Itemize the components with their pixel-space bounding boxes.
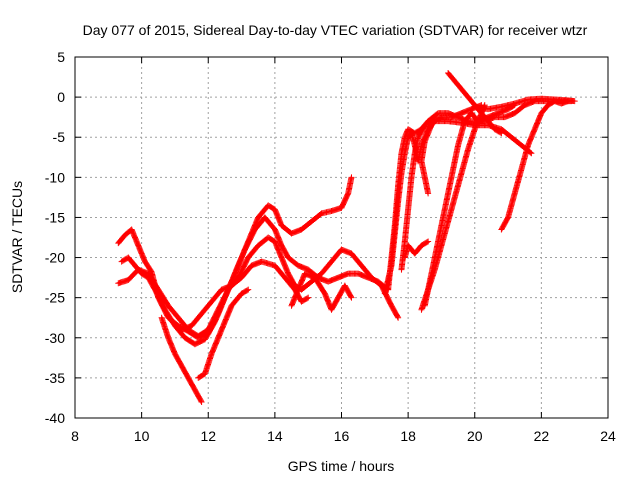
series-12	[418, 122, 435, 197]
data-point	[245, 286, 252, 293]
x-tick-label: 10	[134, 428, 150, 444]
y-tick-label: -15	[45, 209, 65, 225]
x-tick-label: 18	[400, 428, 416, 444]
data-points	[115, 70, 578, 405]
y-tick-label: -20	[45, 250, 65, 266]
data-point	[347, 293, 354, 300]
y-tick-label: -25	[45, 290, 65, 306]
x-axis-ticks: 8 10 12 14 16 18 20 22 24	[71, 57, 616, 444]
series-16	[498, 98, 572, 233]
data-point	[244, 287, 251, 294]
series-6	[178, 258, 312, 333]
y-tick-label: 0	[57, 89, 65, 105]
data-point	[197, 397, 204, 404]
data-point	[571, 98, 578, 105]
series-5	[195, 286, 252, 381]
data-point	[394, 313, 401, 320]
y-axis-ticks: 5 0 -5 -10 -15 -20 -25 -30 -35 -40	[45, 49, 608, 426]
x-tick-label: 16	[334, 428, 350, 444]
x-tick-label: 20	[467, 428, 483, 444]
data-point	[348, 294, 355, 301]
x-tick-label: 22	[534, 428, 550, 444]
chart-title: Day 077 of 2015, Sidereal Day-to-day VTE…	[83, 22, 588, 38]
y-tick-label: -30	[45, 330, 65, 346]
x-axis-label: GPS time / hours	[288, 458, 395, 474]
series-17	[471, 95, 578, 113]
x-tick-label: 24	[600, 428, 616, 444]
data-point	[348, 174, 355, 181]
data-point	[528, 150, 535, 157]
data-point	[497, 129, 504, 136]
y-tick-label: -40	[45, 410, 65, 426]
data-point	[395, 314, 402, 321]
data-point	[498, 130, 505, 137]
data-point	[198, 398, 205, 405]
grid-lines	[75, 57, 608, 418]
data-point	[305, 294, 312, 301]
y-tick-label: -35	[45, 370, 65, 386]
data-point	[428, 122, 435, 129]
y-tick-label: 5	[57, 49, 65, 65]
series-7	[288, 270, 355, 313]
y-axis-label: SDTVAR / TECUs	[9, 181, 25, 293]
y-tick-label: -5	[53, 129, 66, 145]
data-point	[304, 295, 311, 302]
series-10	[398, 118, 535, 273]
x-tick-label: 8	[71, 428, 79, 444]
x-tick-label: 14	[267, 428, 283, 444]
series-14	[421, 98, 575, 309]
series-3	[118, 214, 392, 348]
x-tick-label: 12	[200, 428, 216, 444]
series-4	[158, 314, 205, 405]
series-2	[115, 234, 402, 340]
y-tick-label: -10	[45, 169, 65, 185]
series-11	[401, 238, 432, 261]
data-point	[425, 238, 432, 245]
data-point	[424, 239, 431, 246]
